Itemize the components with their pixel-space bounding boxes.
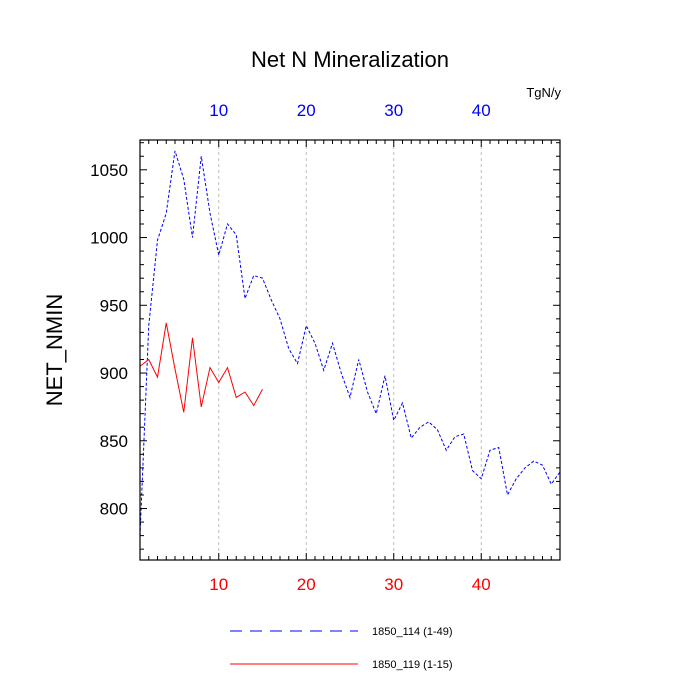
legend: 1850_114 (1-49) 1850_119 (1-15) [230, 626, 453, 671]
x-tick-label-top: 10 [209, 101, 228, 120]
grid-layer [218, 140, 482, 560]
x-tick-label-top: 30 [384, 101, 403, 120]
chart-title: Net N Mineralization [251, 47, 449, 72]
legend-label-2: 1850_119 (1-15) [372, 659, 453, 671]
x-tick-label-bottom: 30 [384, 575, 403, 594]
x-tick-label-bottom: 10 [209, 575, 228, 594]
y-tick-label: 850 [100, 432, 128, 451]
y-tick-label: 900 [100, 364, 128, 383]
series-line-1 [139, 150, 561, 536]
series-layer [139, 150, 561, 536]
series-line-2 [139, 322, 263, 413]
plot-frame [139, 139, 561, 561]
units-label: TgN/y [526, 85, 561, 100]
y-tick-label: 950 [100, 296, 128, 315]
y-tick-label: 1050 [90, 161, 128, 180]
legend-label-1: 1850_114 (1-49) [372, 626, 453, 638]
x-tick-label-bottom: 40 [472, 575, 491, 594]
axis-layer: 10 10 20 20 30 30 40 40 800 850 900 950 1000 1050 [90, 101, 561, 594]
y-tick-label: 800 [100, 500, 128, 519]
y-tick-label: 1000 [90, 229, 128, 248]
x-tick-label-top: 40 [472, 101, 491, 120]
x-tick-label-bottom: 20 [297, 575, 316, 594]
x-tick-label-top: 20 [297, 101, 316, 120]
y-axis-label: NET_NMIN [42, 294, 67, 406]
